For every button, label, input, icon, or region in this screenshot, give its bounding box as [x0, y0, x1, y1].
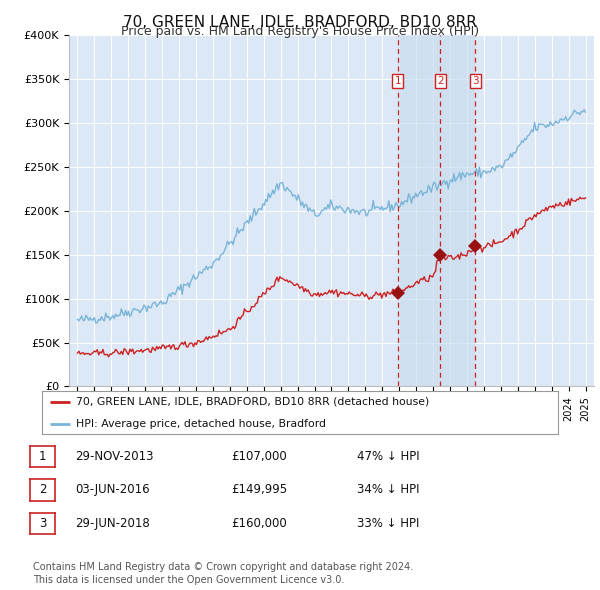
Text: 1: 1 — [394, 76, 401, 86]
Text: £160,000: £160,000 — [231, 517, 287, 530]
Text: 29-NOV-2013: 29-NOV-2013 — [75, 450, 154, 463]
Bar — [398, 35, 475, 386]
Text: HPI: Average price, detached house, Bradford: HPI: Average price, detached house, Brad… — [76, 419, 326, 430]
Text: 70, GREEN LANE, IDLE, BRADFORD, BD10 8RR: 70, GREEN LANE, IDLE, BRADFORD, BD10 8RR — [123, 15, 477, 30]
Text: £107,000: £107,000 — [231, 450, 287, 463]
Text: 70, GREEN LANE, IDLE, BRADFORD, BD10 8RR (detached house): 70, GREEN LANE, IDLE, BRADFORD, BD10 8RR… — [76, 397, 429, 407]
Text: 03-JUN-2016: 03-JUN-2016 — [75, 483, 149, 497]
Text: 2: 2 — [437, 76, 443, 86]
Text: 3: 3 — [472, 76, 479, 86]
Text: 33% ↓ HPI: 33% ↓ HPI — [357, 517, 419, 530]
Text: 2: 2 — [39, 483, 46, 497]
Text: Price paid vs. HM Land Registry's House Price Index (HPI): Price paid vs. HM Land Registry's House … — [121, 25, 479, 38]
Text: 47% ↓ HPI: 47% ↓ HPI — [357, 450, 419, 463]
Text: 29-JUN-2018: 29-JUN-2018 — [75, 517, 150, 530]
Text: 1: 1 — [39, 450, 46, 463]
Text: 34% ↓ HPI: 34% ↓ HPI — [357, 483, 419, 497]
Text: Contains HM Land Registry data © Crown copyright and database right 2024.
This d: Contains HM Land Registry data © Crown c… — [33, 562, 413, 585]
Text: £149,995: £149,995 — [231, 483, 287, 497]
Text: 3: 3 — [39, 517, 46, 530]
